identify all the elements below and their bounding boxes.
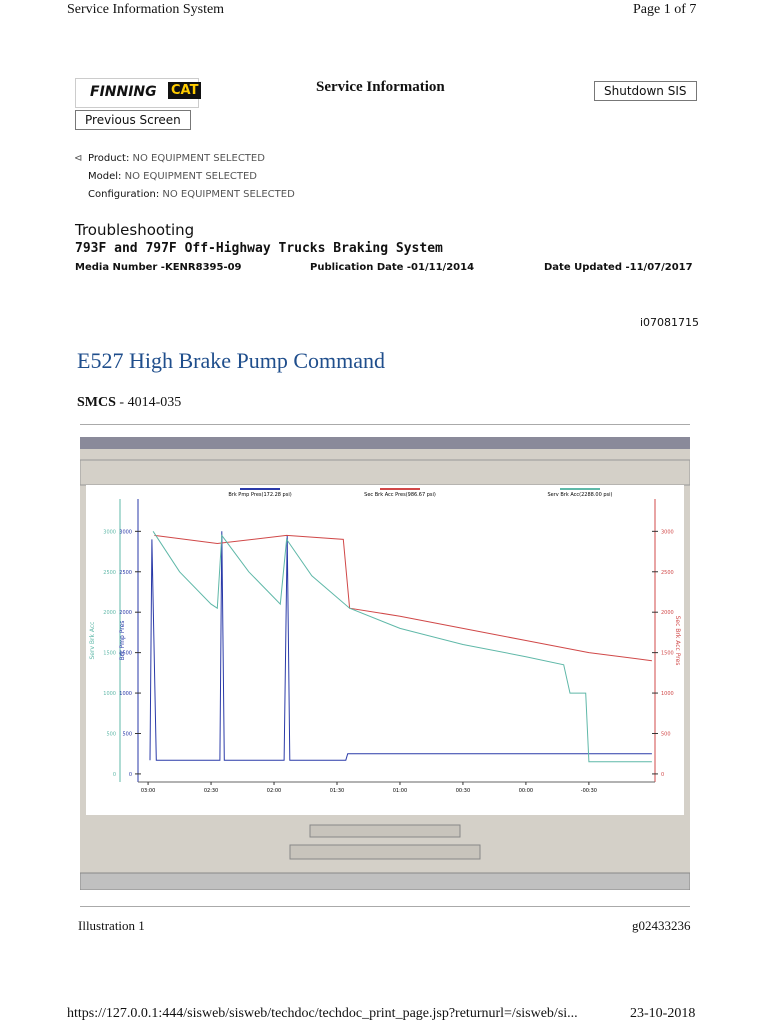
header-left: Service Information System <box>67 2 225 17</box>
x-tick-label: 01:30 <box>330 788 344 794</box>
series-line <box>149 531 652 761</box>
x-tick-label: 01:00 <box>393 788 407 794</box>
x-tick-label: 02:00 <box>267 788 281 794</box>
logo: FINNING CAT <box>75 78 202 108</box>
rule <box>80 424 690 425</box>
logo-cat: CAT <box>168 82 202 99</box>
y-tick-label: 2500 <box>119 570 132 576</box>
header-right: Page 1 of 7 <box>633 2 697 17</box>
x-tick-label: 00:00 <box>519 788 533 794</box>
y-tick-label: 2000 <box>119 610 132 616</box>
x-tick-label: 03:00 <box>141 788 155 794</box>
updated: Date Updated -11/07/2017 <box>544 262 693 273</box>
heading: E527 High Brake Pump Command <box>77 348 385 373</box>
equipment-label: Model: <box>88 171 122 182</box>
equipment-row: Product: NO EQUIPMENT SELECTED <box>88 153 265 164</box>
doc-id: i07081715 <box>640 316 700 329</box>
y-tick-label: 0 <box>661 772 664 778</box>
equipment-value: NO EQUIPMENT SELECTED <box>162 189 295 200</box>
arrow: ⊲ <box>74 153 83 164</box>
y-tick-label: 2000 <box>103 610 116 616</box>
y-tick-label: 2000 <box>661 610 674 616</box>
y-tick-label: 1000 <box>119 691 132 697</box>
previous-button[interactable]: Previous Screen <box>75 110 191 130</box>
media: Media Number -KENR8395-09 <box>75 262 242 273</box>
y-tick-label: 500 <box>106 731 116 737</box>
y-tick-label: 3000 <box>661 529 674 535</box>
series-line <box>154 534 652 662</box>
x-tick-label: 02:30 <box>204 788 218 794</box>
illustration-code: g02433236 <box>632 918 691 933</box>
y-tick-label: 1000 <box>103 691 116 697</box>
axis-label: Brk Pmp Pres <box>119 621 126 661</box>
smcs-label: SMCS <box>77 395 116 410</box>
equipment-value: NO EQUIPMENT SELECTED <box>124 171 257 182</box>
y-tick-label: 0 <box>113 772 116 778</box>
equipment-row: Model: NO EQUIPMENT SELECTED <box>88 171 257 182</box>
equipment-row: Configuration: NO EQUIPMENT SELECTED <box>88 189 295 200</box>
y-tick-label: 1500 <box>103 651 116 657</box>
rule <box>80 906 690 907</box>
subtitle: 793F and 797F Off-Highway Trucks Braking… <box>75 241 443 256</box>
equipment-label: Product: <box>88 153 130 164</box>
x-tick-label: 00:30 <box>456 788 470 794</box>
series-line <box>152 531 652 763</box>
legend-label: Sec Brk Acc Pres(986.67 psi) <box>364 492 436 498</box>
y-tick-label: 0 <box>129 772 132 778</box>
x-tick-label: -00:30 <box>581 788 597 794</box>
legend-label: Brk Pmp Pres(172.28 psi) <box>228 492 291 498</box>
y-tick-label: 500 <box>122 731 132 737</box>
y-tick-label: 3000 <box>119 529 132 535</box>
y-tick-label: 1500 <box>661 651 674 657</box>
axis-label: Sec Brk Acc Pres <box>674 616 681 666</box>
smcs-value: - 4014-035 <box>119 395 182 410</box>
footer-url: https://127.0.0.1:444/sisweb/sisweb/tech… <box>67 1006 578 1021</box>
y-tick-label: 3000 <box>103 529 116 535</box>
category: Troubleshooting <box>75 221 195 239</box>
y-tick-label: 500 <box>661 731 671 737</box>
axis-label: Serv Brk Acc <box>89 622 96 660</box>
logo-text: FINNING <box>90 84 157 100</box>
caption: Illustration 1 <box>78 918 145 933</box>
equipment-label: Configuration: <box>88 189 160 200</box>
y-tick-label: 2500 <box>103 570 116 576</box>
publication: Publication Date -01/11/2014 <box>310 262 475 273</box>
page-title: Service Information <box>316 79 445 95</box>
shutdown-button[interactable]: Shutdown SIS <box>594 81 697 101</box>
y-tick-label: 1000 <box>661 691 674 697</box>
equipment-value: NO EQUIPMENT SELECTED <box>132 153 265 164</box>
legend-label: Serv Brk Acc(2288.00 psi) <box>548 492 613 498</box>
y-tick-label: 2500 <box>661 570 674 576</box>
y-tick-label: 1500 <box>119 651 132 657</box>
footer-date: 23-10-2018 <box>630 1006 696 1021</box>
